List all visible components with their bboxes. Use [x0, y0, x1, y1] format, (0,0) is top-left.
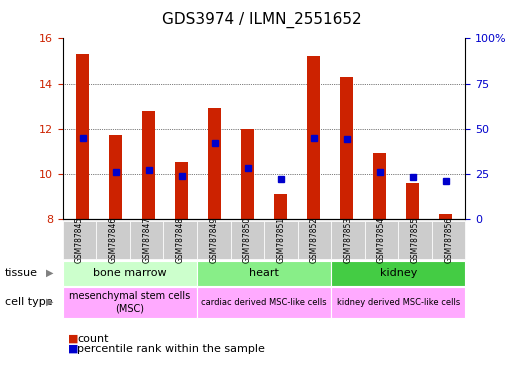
Text: kidney: kidney [380, 268, 417, 278]
Text: ▶: ▶ [46, 297, 53, 307]
Text: GSM787851: GSM787851 [276, 217, 286, 263]
Bar [340, 77, 353, 219]
Text: ■: ■ [68, 334, 78, 344]
Bar [373, 154, 386, 219]
Bar [439, 214, 452, 219]
Text: GSM787846: GSM787846 [109, 217, 118, 263]
Bar [307, 56, 320, 219]
Text: GDS3974 / ILMN_2551652: GDS3974 / ILMN_2551652 [162, 12, 361, 28]
Bar [142, 111, 155, 219]
Text: GSM787855: GSM787855 [411, 217, 419, 263]
Text: GSM787854: GSM787854 [377, 217, 386, 263]
Bar [274, 194, 287, 219]
Text: cardiac derived MSC-like cells: cardiac derived MSC-like cells [201, 298, 327, 307]
Bar [241, 129, 254, 219]
Text: tissue: tissue [5, 268, 38, 278]
Bar [208, 108, 221, 219]
Text: GSM787847: GSM787847 [142, 217, 151, 263]
Text: GSM787850: GSM787850 [243, 217, 252, 263]
Text: ▶: ▶ [46, 268, 53, 278]
Bar [109, 136, 122, 219]
Text: heart: heart [249, 268, 279, 278]
Bar [175, 162, 188, 219]
Text: cell type: cell type [5, 297, 53, 307]
Bar [76, 54, 89, 219]
Text: GSM787848: GSM787848 [176, 217, 185, 263]
Text: GSM787853: GSM787853 [344, 217, 353, 263]
Text: GSM787852: GSM787852 [310, 217, 319, 263]
Text: GSM787845: GSM787845 [75, 217, 84, 263]
Text: count: count [77, 334, 109, 344]
Text: bone marrow: bone marrow [93, 268, 167, 278]
Bar [406, 183, 419, 219]
Text: GSM787849: GSM787849 [209, 217, 218, 263]
Text: ■: ■ [68, 344, 78, 354]
Text: GSM787856: GSM787856 [444, 217, 453, 263]
Text: percentile rank within the sample: percentile rank within the sample [77, 344, 265, 354]
Text: mesenchymal stem cells
(MSC): mesenchymal stem cells (MSC) [69, 291, 190, 313]
Text: kidney derived MSC-like cells: kidney derived MSC-like cells [337, 298, 460, 307]
